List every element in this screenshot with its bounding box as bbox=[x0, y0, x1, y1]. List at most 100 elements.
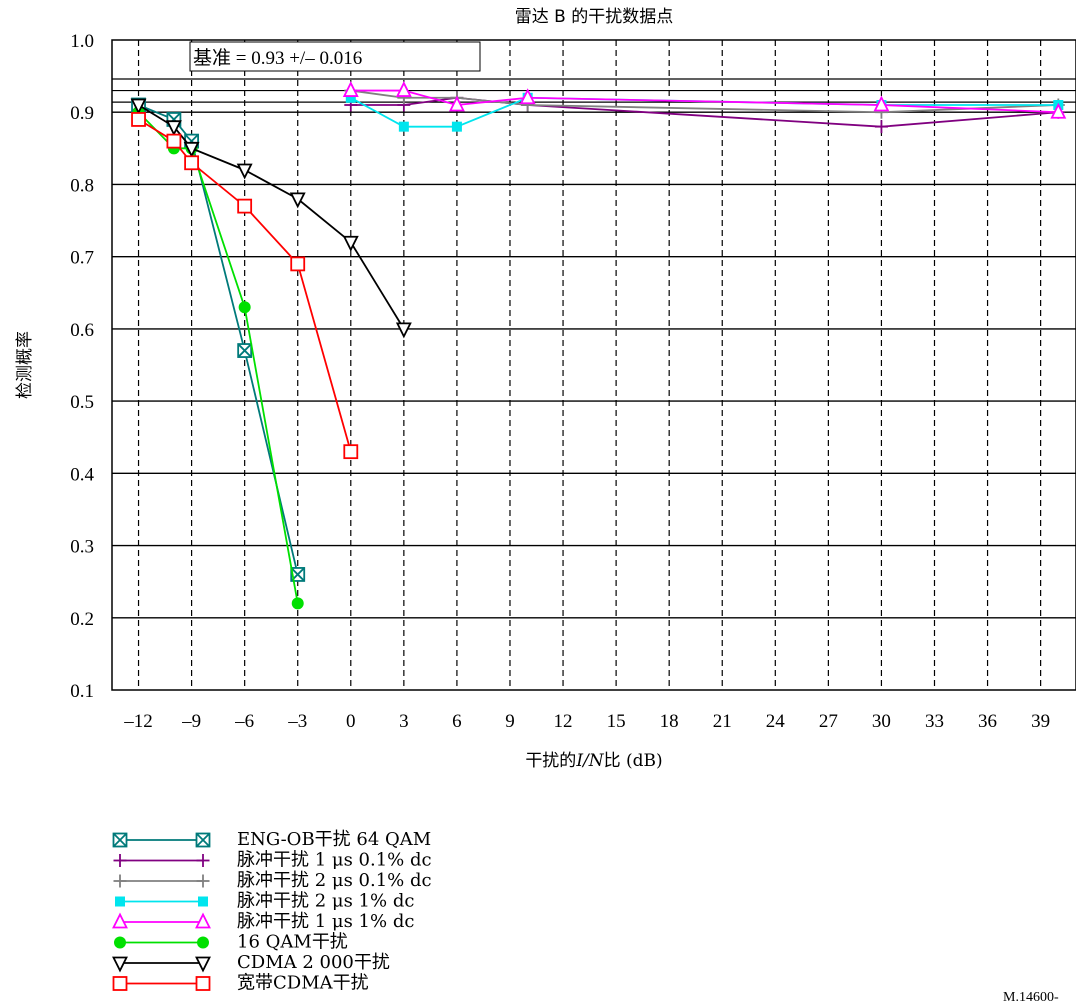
x-tick-label: 39 bbox=[1031, 711, 1050, 732]
x-axis-label: 干扰的I/N比 (dB) bbox=[525, 751, 662, 771]
data-point bbox=[451, 121, 462, 132]
grid bbox=[112, 40, 1076, 690]
data-point bbox=[237, 343, 253, 358]
legend-label: 16 QAM干扰 bbox=[237, 932, 348, 953]
legend-label: ENG-OB干扰 64 QAM bbox=[237, 829, 431, 850]
x-tick-label: –9 bbox=[181, 711, 201, 732]
data-point bbox=[166, 133, 182, 149]
data-point bbox=[112, 832, 128, 848]
legend-item: ENG-OB干扰 64 QAM bbox=[112, 829, 431, 850]
x-tick-label: 15 bbox=[607, 711, 626, 732]
y-tick-label: 0.6 bbox=[70, 320, 94, 341]
data-point bbox=[114, 936, 126, 949]
legend-item: 脉冲干扰 2 μs 1% dc bbox=[115, 891, 414, 912]
x-tick-label: 21 bbox=[713, 711, 732, 732]
legend-label: 脉冲干扰 1 μs 1% dc bbox=[237, 911, 414, 932]
data-point bbox=[196, 854, 210, 867]
x-axis-label-prefix: 干扰的 bbox=[525, 751, 576, 771]
chart-title: 雷达 B 的干扰数据点 bbox=[515, 7, 673, 27]
y-tick-label: 0.3 bbox=[70, 537, 94, 558]
x-tick-label: –6 bbox=[234, 711, 254, 732]
data-point bbox=[195, 832, 211, 848]
legend-item: 脉冲干扰 1 μs 1% dc bbox=[112, 911, 414, 932]
data-point bbox=[183, 141, 200, 158]
legend-item: 16 QAM干扰 bbox=[114, 932, 348, 953]
legend-label: 宽带CDMA干扰 bbox=[237, 973, 369, 994]
x-tick-label: –12 bbox=[123, 711, 153, 732]
series bbox=[131, 97, 306, 582]
x-axis-label-suffix: 比 (dB) bbox=[604, 751, 663, 771]
y-tick-label: 0.2 bbox=[70, 609, 94, 630]
data-point bbox=[343, 444, 359, 460]
data-point bbox=[519, 88, 536, 105]
y-tick-label: 0.9 bbox=[70, 103, 94, 124]
data-point bbox=[130, 98, 147, 115]
data-point bbox=[195, 912, 211, 929]
x-tick-label: 18 bbox=[660, 711, 679, 732]
data-point bbox=[395, 81, 412, 97]
series bbox=[131, 112, 359, 460]
data-point bbox=[195, 956, 211, 973]
baseline-label-frame bbox=[189, 41, 481, 72]
data-point bbox=[195, 976, 211, 991]
data-point bbox=[289, 192, 306, 209]
y-tick-label: 1.0 bbox=[70, 31, 94, 52]
legend-item: 脉冲干扰 1 μs 0.1% dc bbox=[113, 850, 432, 871]
y-tick-label: 0.8 bbox=[70, 175, 94, 196]
data-point bbox=[165, 120, 182, 137]
x-tick-labels: –12 –9 –6 –3 0 3 6 9 12 15 18 21 24 27 30 33 36 39 bbox=[123, 711, 1050, 732]
data-point bbox=[112, 912, 128, 929]
x-tick-label: 9 bbox=[505, 711, 515, 732]
legend-item: 宽带CDMA干扰 bbox=[112, 973, 369, 994]
y-tick-label: 0.5 bbox=[70, 392, 94, 413]
series bbox=[132, 106, 304, 610]
baseline-lines bbox=[112, 78, 1076, 103]
x-tick-label: 6 bbox=[452, 711, 462, 732]
series-line bbox=[350, 89, 1059, 114]
data-point bbox=[398, 121, 409, 132]
data-point bbox=[113, 874, 127, 888]
data-point bbox=[290, 256, 306, 272]
legend-label: CDMA 2 000干扰 bbox=[237, 952, 390, 973]
data-point bbox=[198, 896, 208, 907]
y-tick-label: 0.4 bbox=[70, 464, 94, 485]
data-point bbox=[395, 322, 412, 339]
data-point bbox=[345, 92, 356, 103]
x-tick-label: 27 bbox=[819, 711, 838, 732]
series bbox=[342, 81, 1067, 119]
y-tick-label: 0.7 bbox=[70, 248, 94, 269]
data-point bbox=[874, 120, 888, 134]
series-line bbox=[138, 104, 299, 575]
x-tick-label: 30 bbox=[872, 711, 891, 732]
legend-label: 脉冲干扰 1 μs 0.1% dc bbox=[237, 850, 432, 871]
baseline-label-box: 基准 = 0.93 +/– 0.016 bbox=[189, 41, 481, 72]
data-point bbox=[448, 95, 465, 112]
x-axis-label-var: I/N bbox=[575, 751, 604, 771]
data-point bbox=[112, 956, 128, 973]
data-point bbox=[237, 198, 253, 214]
legend-item: CDMA 2 000干扰 bbox=[112, 952, 390, 973]
series-line bbox=[350, 96, 1059, 128]
x-tick-label: 36 bbox=[978, 711, 997, 732]
data-point bbox=[1050, 102, 1067, 119]
data-point bbox=[342, 235, 359, 252]
y-tick-labels: 0.1 0.2 0.3 0.4 0.5 0.6 0.7 0.8 0.9 1.0 bbox=[70, 31, 94, 702]
x-tick-label: 0 bbox=[346, 711, 356, 732]
figure-id: M.14600- bbox=[1003, 990, 1059, 1005]
legend-item: 脉冲干扰 2 μs 0.1% dc bbox=[113, 870, 432, 891]
data-point bbox=[290, 567, 306, 582]
data-point bbox=[238, 301, 251, 314]
legend-label: 脉冲干扰 2 μs 1% dc bbox=[237, 891, 414, 912]
data-point bbox=[342, 81, 359, 97]
y-tick-label: 0.1 bbox=[70, 681, 94, 702]
series bbox=[130, 98, 412, 339]
data-point bbox=[115, 896, 125, 907]
data-point bbox=[291, 597, 304, 610]
x-tick-label: 3 bbox=[399, 711, 409, 732]
x-tick-label: 24 bbox=[766, 711, 786, 732]
data-point bbox=[873, 95, 890, 112]
data-point bbox=[131, 112, 146, 127]
data-point bbox=[113, 854, 127, 867]
